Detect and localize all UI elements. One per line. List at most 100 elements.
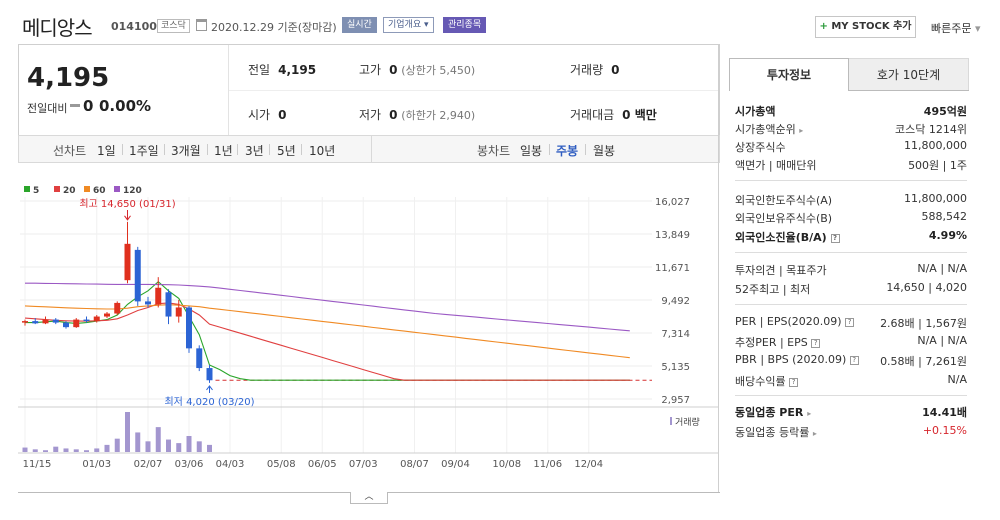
foreign-hold-label: 외국인보유주식수(B) — [735, 212, 833, 225]
help-icon[interactable]: ? — [845, 317, 855, 327]
panel-tabs: 투자정보 호가 10단계 — [729, 58, 969, 91]
help-icon[interactable]: ? — [830, 233, 840, 243]
quick-order-button[interactable]: 빠른주문 ▾ — [931, 20, 981, 36]
x-tick-label: 04/03 — [216, 459, 245, 470]
current-price-block: 4,195 전일대비 0 0.00% — [19, 45, 229, 135]
volume-bar — [186, 436, 192, 452]
y-tick-label: 16,027 — [655, 197, 690, 208]
per-value: 2.68배 | 1,567원 — [880, 317, 967, 330]
tab-invest-info[interactable]: 투자정보 — [729, 58, 849, 91]
tab-underline — [849, 90, 969, 91]
change-label: 전일대비 — [27, 102, 68, 115]
open-value: 0 — [278, 108, 287, 122]
realtime-button[interactable]: 실시간 — [342, 17, 377, 33]
company-overview-dropdown[interactable]: 기업개요 ▾ — [383, 17, 434, 33]
volume-bar — [94, 448, 100, 452]
divider — [735, 304, 967, 305]
open-label: 시가 — [248, 108, 271, 122]
x-tick-label: 10/08 — [492, 459, 521, 470]
foreign-ratio-label: 외국인소진율(B/A) — [735, 231, 827, 244]
chart-period-bar: 선차트 1일 1주일 3개월 1년 3년 5년 10년 봉차트 일봉 주봉 월봉 — [18, 135, 720, 163]
candle-body — [22, 321, 28, 323]
divider — [735, 252, 967, 253]
stock-name: 메디앙스 — [22, 16, 93, 40]
industry-per-value: 14.41배 — [922, 406, 967, 419]
ma-line-120 — [25, 282, 630, 332]
x-tick-label: 11/15 — [23, 459, 52, 470]
quick-order-label: 빠른주문 — [931, 22, 972, 35]
legend-label-ma20: 20 — [63, 186, 76, 196]
volume-bar — [196, 441, 202, 452]
tab-orderbook-10[interactable]: 호가 10단계 — [849, 58, 969, 91]
chart-collapse-toggle[interactable]: ︿ — [350, 492, 388, 504]
volume-legend-swatch — [670, 417, 672, 425]
foreign-limit-label: 외국인한도주식수(A) — [735, 194, 833, 207]
y-tick-label: 5,135 — [661, 362, 690, 373]
dividend-row: 배당수익률 ? N/A — [735, 373, 967, 391]
help-icon[interactable]: ? — [849, 355, 859, 365]
upper-limit: (상한가 5,450) — [401, 64, 476, 77]
separator — [207, 144, 208, 155]
separator — [269, 144, 270, 155]
dividend-label: 배당수익률 — [735, 375, 786, 388]
price-summary: 4,195 전일대비 0 0.00% 전일 4,195 고가 0 (상한가 5,45… — [18, 44, 720, 136]
est-per-value: N/A | N/A — [917, 334, 967, 347]
low-price: 저가 0 (하한가 2,940) — [359, 106, 475, 123]
dividend-value: N/A — [947, 373, 967, 386]
candle-daily[interactable]: 일봉 — [520, 144, 543, 158]
add-mystock-button[interactable]: + MY STOCK 추가 — [815, 16, 916, 38]
market-cap-rank-row[interactable]: 시가총액순위 ▸ 코스닥 1214위 — [735, 121, 967, 139]
period-3y[interactable]: 3년 — [245, 144, 264, 158]
help-icon[interactable]: ? — [789, 377, 799, 387]
legend-swatch-ma5 — [24, 186, 30, 192]
opinion-row: 투자의견 | 목표주가 N/A | N/A — [735, 262, 967, 280]
chevron-down-icon: ▾ — [974, 22, 981, 35]
high-value: 0 — [389, 63, 398, 77]
market-cap-value: 495억원 — [923, 105, 967, 118]
period-1w[interactable]: 1주일 — [129, 144, 159, 158]
x-tick-label: 03/06 — [175, 459, 204, 470]
separator — [164, 144, 165, 155]
industry-rate-row[interactable]: 동일업종 등락률 ▸ +0.15% — [735, 424, 967, 442]
divider — [229, 90, 719, 91]
candle-body — [124, 243, 131, 281]
low-value: 0 — [389, 108, 398, 122]
candle-chart-label: 봉차트 — [477, 144, 511, 158]
period-10y[interactable]: 10년 — [309, 144, 336, 158]
candle-body — [63, 322, 69, 328]
volume-bar — [73, 449, 79, 452]
opinion-label: 투자의견 | 목표주가 — [735, 264, 827, 277]
change-percent: 0.00% — [99, 97, 152, 115]
high-label: 고가 — [359, 63, 382, 77]
period-1d[interactable]: 1일 — [97, 144, 116, 158]
opinion-value: N/A | N/A — [917, 262, 967, 275]
divider — [735, 395, 967, 396]
candle-monthly[interactable]: 월봉 — [593, 144, 616, 158]
period-1y[interactable]: 1년 — [214, 144, 233, 158]
period-3m[interactable]: 3개월 — [171, 144, 201, 158]
candle-weekly[interactable]: 주봉 — [556, 144, 579, 158]
volume-bar — [125, 412, 130, 452]
industry-per-row[interactable]: 동일업종 PER ▸ 14.41배 — [735, 404, 967, 422]
week52-value: 14,650 | 4,020 — [886, 281, 967, 294]
period-5y[interactable]: 5년 — [277, 144, 296, 158]
current-price: 4,195 — [27, 63, 110, 93]
high-price: 고가 0 (상한가 5,450) — [359, 61, 475, 78]
x-tick-label: 01/03 — [82, 459, 111, 470]
calendar-icon — [196, 19, 207, 31]
price-chart[interactable]: 5 20 60 120 최고 14,650 (01/31) 최저 4,020 (03/2… — [0, 165, 718, 492]
separator — [585, 144, 586, 155]
x-tick-label: 06/05 — [308, 459, 337, 470]
foreign-hold-value: 588,542 — [921, 210, 968, 223]
y-tick-label: 2,957 — [661, 395, 690, 406]
candle-body — [52, 319, 59, 323]
volume-bar — [84, 450, 89, 452]
prev-close: 전일 4,195 — [248, 61, 316, 78]
ma-line-60 — [24, 304, 630, 359]
low-annotation: 최저 4,020 (03/20) — [164, 396, 254, 408]
stock-header: 메디앙스 014100 코스닥 2020.12.29 기준(장마감) 실시간 기… — [0, 0, 1000, 42]
volume-bar — [166, 439, 171, 452]
help-icon[interactable]: ? — [811, 338, 821, 348]
pbr-row: PBR | BPS (2020.09) ? 0.58배 | 7,261원 — [735, 353, 967, 371]
chart-right-border — [718, 44, 719, 492]
